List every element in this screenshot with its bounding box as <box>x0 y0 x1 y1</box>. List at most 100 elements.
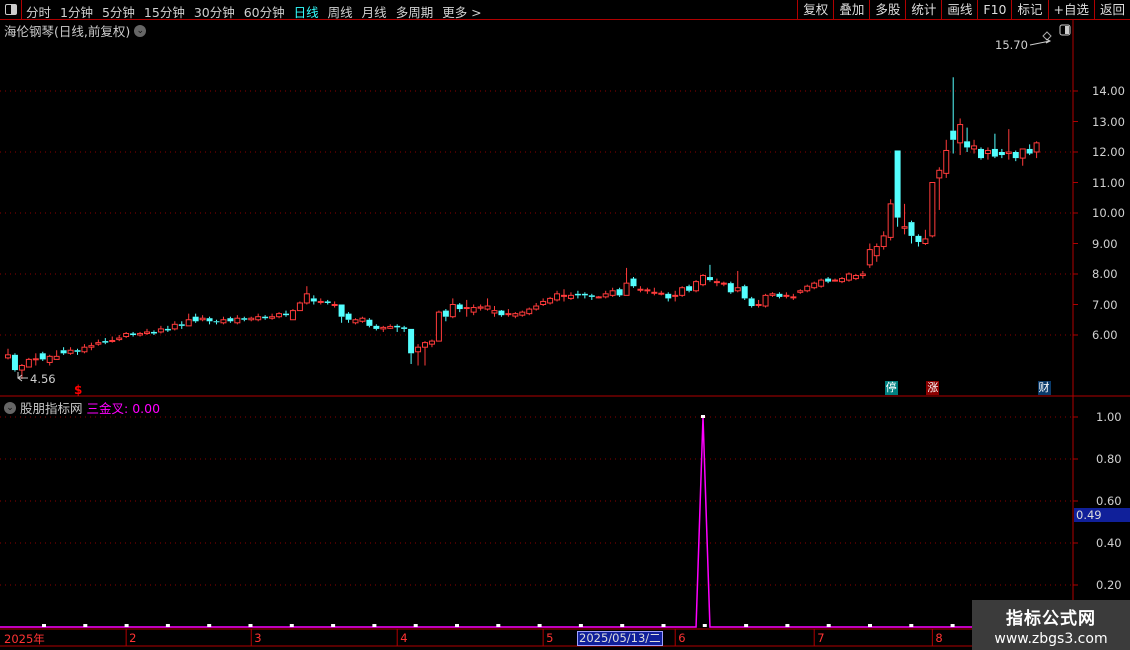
candle <box>727 281 734 294</box>
tab-1min[interactable]: 1分钟 <box>60 5 93 20</box>
candle <box>394 324 401 332</box>
indicator-tick: 0.60 <box>1096 494 1122 508</box>
indicator-marker <box>702 624 707 627</box>
panel-toggle-button[interactable] <box>0 0 22 19</box>
tab-more[interactable]: 更多 > <box>442 5 482 20</box>
adjust-button[interactable]: 复权 <box>797 0 833 19</box>
candle <box>269 313 276 320</box>
event-badge[interactable]: 财 <box>1037 381 1051 395</box>
candle-body <box>456 304 463 310</box>
back-button[interactable]: 返回 <box>1093 0 1130 19</box>
candle-body <box>366 319 373 326</box>
price-tick: 14.00 <box>1092 84 1125 98</box>
candle <box>234 315 241 325</box>
tab-monthly[interactable]: 月线 <box>361 5 387 20</box>
candle <box>88 342 95 351</box>
event-badge[interactable]: 涨 <box>926 381 940 395</box>
candle-body <box>220 319 227 324</box>
multi-stock-button[interactable]: 多股 <box>869 0 905 19</box>
candle <box>755 299 762 308</box>
candle <box>116 335 123 342</box>
candle-body <box>331 304 338 306</box>
tab-15min[interactable]: 15分钟 <box>143 5 185 20</box>
tab-daily[interactable]: 日线 <box>293 5 319 20</box>
candle-body <box>595 296 602 299</box>
tab-30min[interactable]: 30分钟 <box>193 5 235 20</box>
candle-body <box>908 222 915 236</box>
candle <box>1019 148 1026 166</box>
price-tick: 6.00 <box>1092 328 1118 342</box>
candle-body <box>658 292 665 295</box>
high-price-label: 15.70 <box>995 38 1028 52</box>
candle-body <box>519 311 526 316</box>
chevron-down-icon[interactable]: ⌄ <box>134 24 147 37</box>
candle-body <box>116 337 123 341</box>
candle <box>53 350 60 360</box>
diamond-icon[interactable] <box>1042 31 1052 41</box>
overlay-button[interactable]: 叠加 <box>833 0 869 19</box>
candle <box>991 133 998 159</box>
candle <box>1005 129 1012 160</box>
candle-body <box>540 300 547 306</box>
candle <box>679 286 686 297</box>
mark-button[interactable]: 标记 <box>1011 0 1047 19</box>
stats-button[interactable]: 统计 <box>905 0 941 19</box>
candle <box>776 292 783 299</box>
candle-body <box>137 332 144 336</box>
tab-fenshi[interactable]: 分时 <box>26 5 52 20</box>
price-tick: 11.00 <box>1092 175 1125 190</box>
indicator-marker <box>909 624 914 627</box>
candle <box>359 316 366 323</box>
indicator-marker <box>785 624 790 627</box>
candle-body <box>762 294 769 307</box>
candle-body <box>915 235 922 242</box>
add-watchlist-button[interactable]: +自选 <box>1047 0 1094 19</box>
candle <box>978 147 984 160</box>
candle <box>5 348 11 360</box>
candle <box>630 277 637 288</box>
candle <box>720 281 727 287</box>
candle <box>915 234 922 247</box>
candle-body <box>776 293 783 297</box>
candle <box>164 325 171 332</box>
tab-multi-period[interactable]: 多周期 <box>395 5 434 20</box>
draw-button[interactable]: 画线 <box>941 0 977 19</box>
price-tick: 9.00 <box>1092 236 1118 251</box>
candle <box>276 312 283 319</box>
candle <box>922 229 929 246</box>
candle-body <box>880 235 887 248</box>
candle-body <box>269 316 276 319</box>
tab-weekly[interactable]: 周线 <box>327 5 353 20</box>
chevron-down-icon[interactable]: ⌄ <box>4 401 16 414</box>
candle <box>887 199 894 241</box>
candle <box>11 353 18 372</box>
dollar-marker[interactable]: $ <box>74 383 83 397</box>
indicator-tick: 0.40 <box>1096 536 1122 550</box>
candle-body <box>213 321 220 323</box>
candle <box>950 77 957 154</box>
price-tick: 7.00 <box>1092 297 1118 312</box>
candle-body <box>241 318 248 320</box>
candle <box>693 280 700 293</box>
candle-body <box>957 124 964 144</box>
event-badge[interactable]: 停 <box>884 381 898 395</box>
candle-body <box>1033 142 1040 153</box>
candle <box>859 270 866 279</box>
candle <box>324 299 331 305</box>
candle-body <box>144 331 150 334</box>
candle-body <box>477 306 484 309</box>
f10-button[interactable]: F10 <box>977 0 1011 19</box>
month-label: 3 <box>254 631 262 645</box>
tab-5min[interactable]: 5分钟 <box>101 5 135 20</box>
candle-body <box>484 305 491 310</box>
indicator-marker <box>744 624 749 627</box>
candle-body <box>345 313 352 320</box>
candle <box>32 353 39 366</box>
tab-60min[interactable]: 60分钟 <box>243 5 285 20</box>
candle <box>310 295 317 305</box>
candle-body <box>561 294 567 297</box>
candle-body <box>713 281 720 284</box>
indicator-name[interactable]: 股朋指标网 <box>20 401 83 416</box>
candle-body <box>755 304 762 306</box>
